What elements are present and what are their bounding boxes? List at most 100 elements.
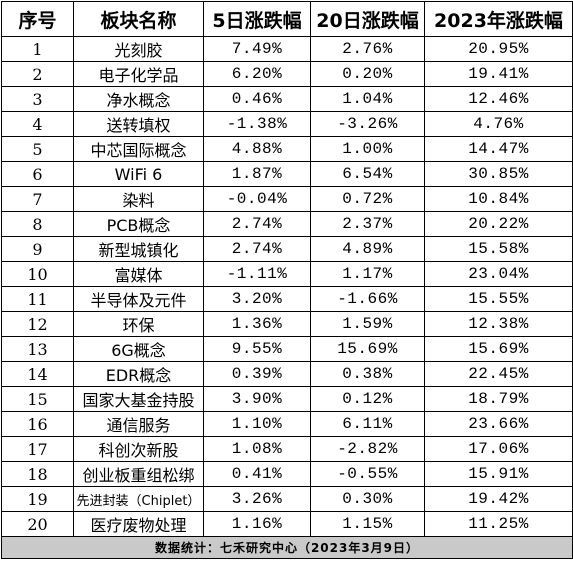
row-index-cell: 19 — [1, 486, 74, 512]
table-row: 14 EDR概念 0.39% 0.38% 22.45% — [1, 361, 573, 387]
sector-name-cell: 6G概念 — [73, 336, 204, 362]
table-footer-row: 数据统计：七禾研究中心（2023年3月9日） — [1, 536, 573, 559]
change-5day-cell: -0.04% — [203, 186, 311, 212]
sector-name-cell: 通信服务 — [73, 411, 204, 437]
change-5day-cell: 3.90% — [203, 386, 311, 412]
change-20day-cell: -2.82% — [310, 436, 425, 462]
change-ytd-cell: 18.79% — [424, 386, 573, 412]
table-row: 7 染料 -0.04% 0.72% 10.84% — [1, 186, 573, 212]
sector-name-cell: 半导体及元件 — [73, 286, 204, 312]
sector-name-cell: 新型城镇化 — [73, 236, 204, 262]
table-row: 2 电子化学品 6.20% 0.20% 19.41% — [1, 61, 573, 87]
change-ytd-cell: 23.04% — [424, 261, 573, 287]
row-index-cell: 14 — [1, 361, 74, 387]
header-sector-name: 板块名称 — [73, 1, 204, 37]
table-row: 6 WiFi 6 1.87% 6.54% 30.85% — [1, 161, 573, 187]
change-ytd-cell: 14.47% — [424, 136, 573, 162]
row-index-cell: 8 — [1, 211, 74, 237]
sector-name-cell: 中芯国际概念 — [73, 136, 204, 162]
change-20day-cell: -1.66% — [310, 286, 425, 312]
sector-name-cell: PCB概念 — [73, 211, 204, 237]
row-index-cell: 18 — [1, 461, 74, 487]
data-source-note: 数据统计：七禾研究中心（2023年3月9日） — [1, 536, 573, 559]
row-index-cell: 12 — [1, 311, 74, 337]
change-5day-cell: 2.74% — [203, 211, 311, 237]
row-index-cell: 17 — [1, 436, 74, 462]
change-ytd-cell: 30.85% — [424, 161, 573, 187]
change-20day-cell: 0.72% — [310, 186, 425, 212]
table-row: 19 先进封装（Chiplet） 3.26% 0.30% 19.42% — [1, 486, 573, 512]
table-row: 3 净水概念 0.46% 1.04% 12.46% — [1, 86, 573, 112]
change-ytd-cell: 15.91% — [424, 461, 573, 487]
sector-name-cell: 送转填权 — [73, 111, 204, 137]
change-20day-cell: 1.15% — [310, 511, 425, 537]
sector-name-cell: 创业板重组松绑 — [73, 461, 204, 487]
change-5day-cell: 3.26% — [203, 486, 311, 512]
sector-name-cell: EDR概念 — [73, 361, 204, 387]
row-index-cell: 3 — [1, 86, 74, 112]
change-ytd-cell: 20.95% — [424, 36, 573, 62]
change-20day-cell: 1.00% — [310, 136, 425, 162]
row-index-cell: 7 — [1, 186, 74, 212]
change-ytd-cell: 15.69% — [424, 336, 573, 362]
header-ytd-change: 2023年涨跌幅 — [424, 1, 573, 37]
change-5day-cell: -1.38% — [203, 111, 311, 137]
change-ytd-cell: 22.45% — [424, 361, 573, 387]
change-5day-cell: 2.74% — [203, 236, 311, 262]
header-20day-change: 20日涨跌幅 — [310, 1, 425, 37]
change-5day-cell: 1.36% — [203, 311, 311, 337]
change-ytd-cell: 19.42% — [424, 486, 573, 512]
table-row: 5 中芯国际概念 4.88% 1.00% 14.47% — [1, 136, 573, 162]
row-index-cell: 1 — [1, 36, 74, 62]
change-5day-cell: 1.08% — [203, 436, 311, 462]
row-index-cell: 9 — [1, 236, 74, 262]
change-5day-cell: 3.20% — [203, 286, 311, 312]
table-body: 1 光刻胶 7.49% 2.76% 20.95% 2 电子化学品 6.20% 0.20% 19.4… — [1, 36, 573, 537]
change-ytd-cell: 17.06% — [424, 436, 573, 462]
change-20day-cell: 0.20% — [310, 61, 425, 87]
change-5day-cell: 6.20% — [203, 61, 311, 87]
sector-name-cell: 先进封装（Chiplet） — [73, 486, 204, 512]
change-5day-cell: 4.88% — [203, 136, 311, 162]
change-20day-cell: 15.69% — [310, 336, 425, 362]
sector-name-cell: WiFi 6 — [73, 161, 204, 187]
row-index-cell: 10 — [1, 261, 74, 287]
change-20day-cell: 6.11% — [310, 411, 425, 437]
change-20day-cell: 1.04% — [310, 86, 425, 112]
table-row: 17 科创次新股 1.08% -2.82% 17.06% — [1, 436, 573, 462]
table-row: 18 创业板重组松绑 0.41% -0.55% 15.91% — [1, 461, 573, 487]
table-row: 16 通信服务 1.10% 6.11% 23.66% — [1, 411, 573, 437]
change-20day-cell: 1.17% — [310, 261, 425, 287]
row-index-cell: 2 — [1, 61, 74, 87]
change-ytd-cell: 20.22% — [424, 211, 573, 237]
table-row: 8 PCB概念 2.74% 2.37% 20.22% — [1, 211, 573, 237]
row-index-cell: 11 — [1, 286, 74, 312]
table-row: 15 国家大基金持股 3.90% 0.12% 18.79% — [1, 386, 573, 412]
change-ytd-cell: 12.46% — [424, 86, 573, 112]
change-20day-cell: -3.26% — [310, 111, 425, 137]
sector-name-cell: 医疗废物处理 — [73, 511, 204, 537]
row-index-cell: 15 — [1, 386, 74, 412]
row-index-cell: 16 — [1, 411, 74, 437]
sector-name-cell: 国家大基金持股 — [73, 386, 204, 412]
change-20day-cell: 0.38% — [310, 361, 425, 387]
change-20day-cell: 6.54% — [310, 161, 425, 187]
sector-name-cell: 净水概念 — [73, 86, 204, 112]
change-20day-cell: 1.59% — [310, 311, 425, 337]
table-row: 13 6G概念 9.55% 15.69% 15.69% — [1, 336, 573, 362]
change-ytd-cell: 11.25% — [424, 511, 573, 537]
change-20day-cell: -0.55% — [310, 461, 425, 487]
row-index-cell: 13 — [1, 336, 74, 362]
table-row: 4 送转填权 -1.38% -3.26% 4.76% — [1, 111, 573, 137]
change-5day-cell: -1.11% — [203, 261, 311, 287]
change-5day-cell: 0.46% — [203, 86, 311, 112]
change-ytd-cell: 23.66% — [424, 411, 573, 437]
change-20day-cell: 0.30% — [310, 486, 425, 512]
change-20day-cell: 0.12% — [310, 386, 425, 412]
change-ytd-cell: 19.41% — [424, 61, 573, 87]
change-ytd-cell: 15.58% — [424, 236, 573, 262]
change-ytd-cell: 15.55% — [424, 286, 573, 312]
row-index-cell: 4 — [1, 111, 74, 137]
